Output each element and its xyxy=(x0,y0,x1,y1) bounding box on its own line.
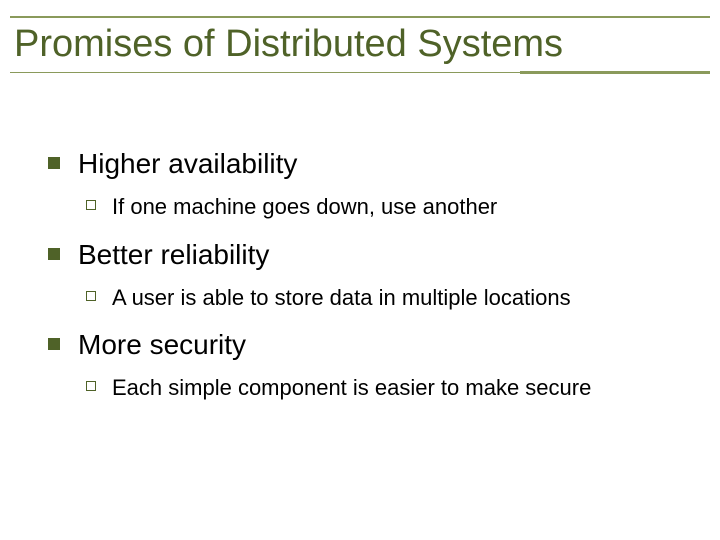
list-subitem-label: If one machine goes down, use another xyxy=(112,194,688,220)
title-area: Promises of Distributed Systems xyxy=(10,16,710,72)
title-rule-bottom-thin xyxy=(10,72,520,73)
slide-body: Higher availability If one machine goes … xyxy=(48,130,688,402)
slide: { "colors": { "accent": "#4f6228", "rule… xyxy=(0,0,720,540)
list-item-label: More security xyxy=(78,329,688,361)
square-bullet-icon xyxy=(48,157,60,169)
square-bullet-icon xyxy=(48,248,60,260)
list-subitem-label: A user is able to store data in multiple… xyxy=(112,285,688,311)
list-subitem: A user is able to store data in multiple… xyxy=(86,285,688,311)
list-item: More security xyxy=(48,329,688,361)
list-item-label: Better reliability xyxy=(78,239,688,271)
title-rule-bottom-thick xyxy=(520,71,710,74)
list-subitem: If one machine goes down, use another xyxy=(86,194,688,220)
hollow-square-bullet-icon xyxy=(86,200,96,210)
list-subitem-label: Each simple component is easier to make … xyxy=(112,375,688,401)
square-bullet-icon xyxy=(48,338,60,350)
title-rule-top xyxy=(10,16,710,18)
list-item: Higher availability xyxy=(48,148,688,180)
list-subitem: Each simple component is easier to make … xyxy=(86,375,688,401)
list-item: Better reliability xyxy=(48,239,688,271)
hollow-square-bullet-icon xyxy=(86,291,96,301)
hollow-square-bullet-icon xyxy=(86,381,96,391)
list-item-label: Higher availability xyxy=(78,148,688,180)
slide-title: Promises of Distributed Systems xyxy=(10,24,710,66)
